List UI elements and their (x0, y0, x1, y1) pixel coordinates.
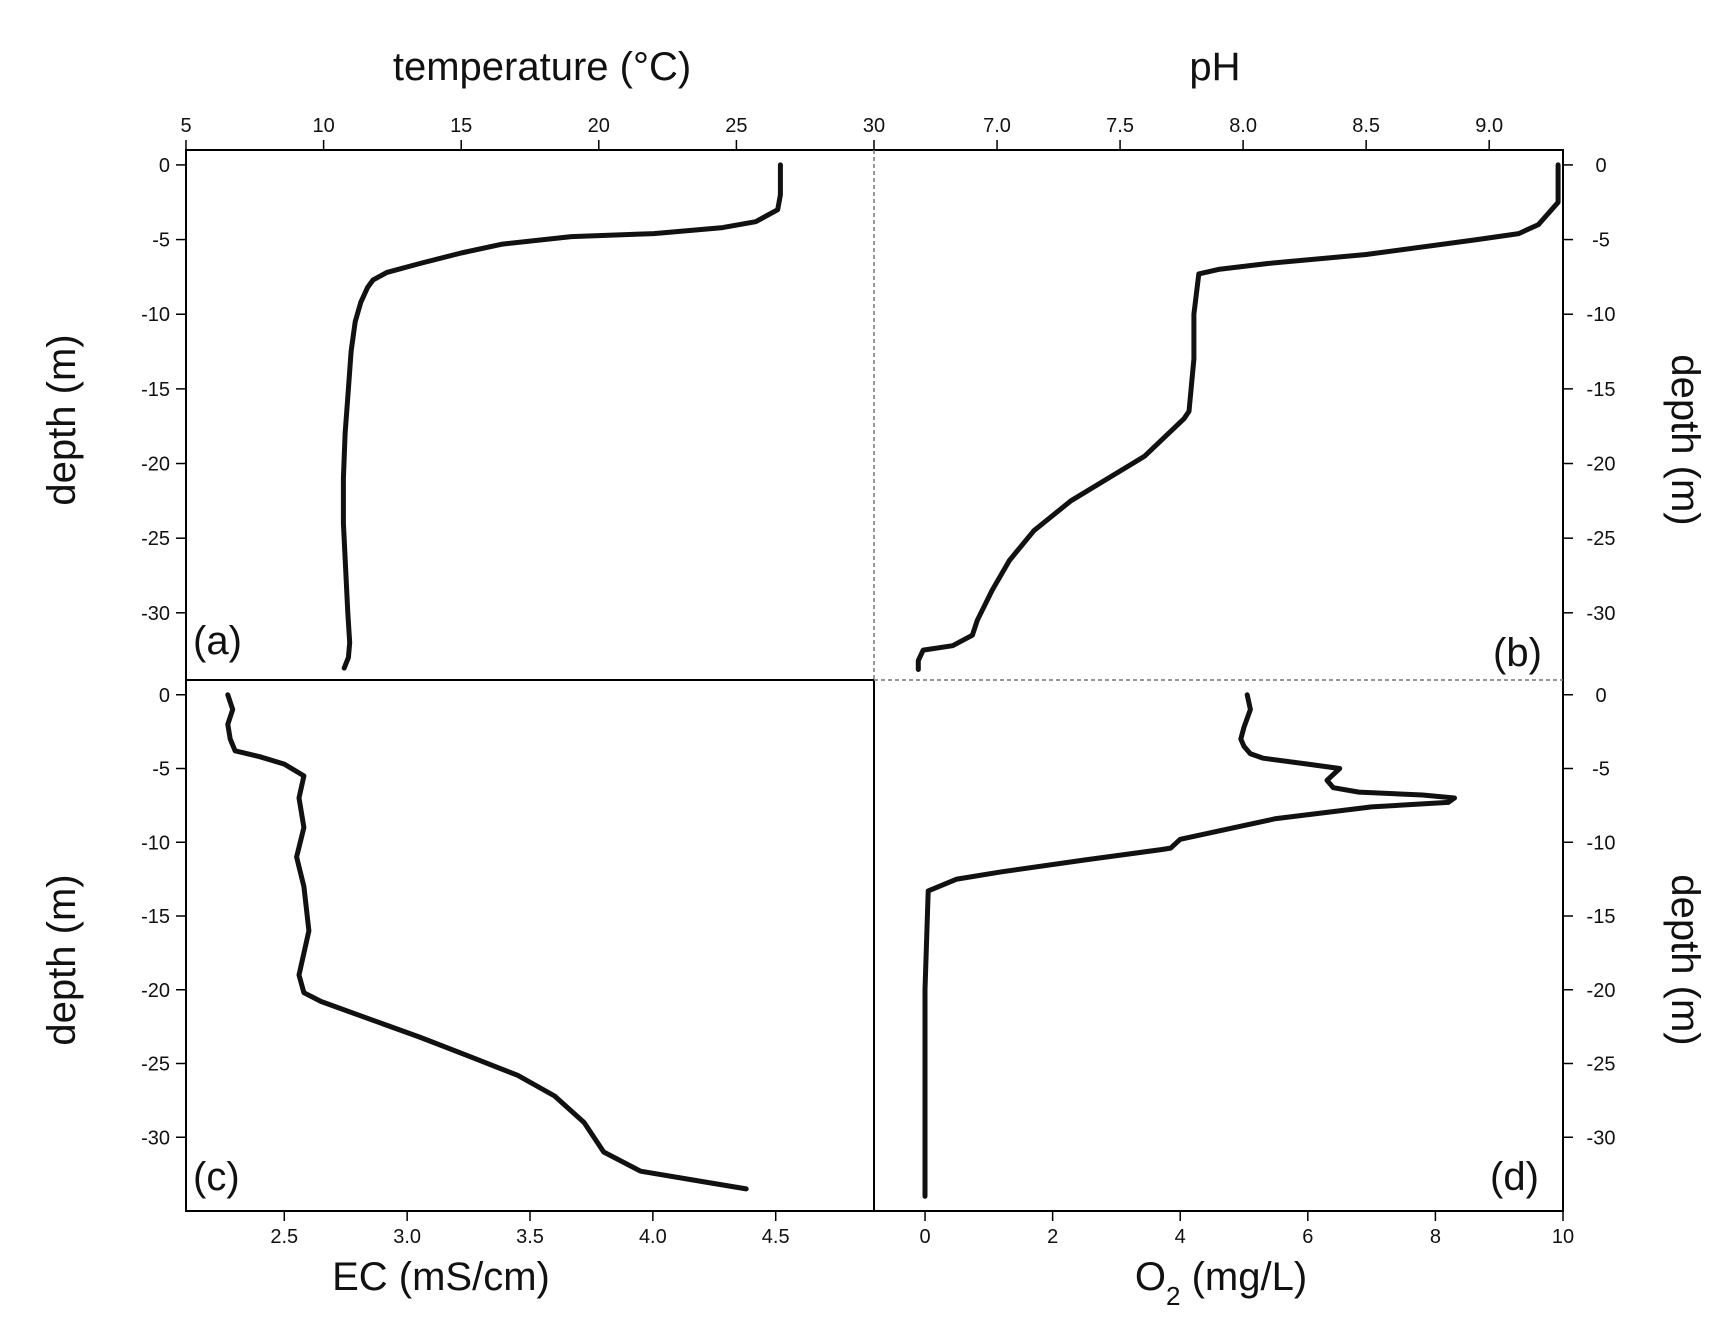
x-tick-label-a: 15 (450, 115, 472, 137)
y-tick-label-d: -15 (1587, 906, 1616, 928)
x-tick-label-d: 8 (1430, 1226, 1441, 1248)
y-tick-label-d: -5 (1592, 759, 1610, 781)
y-tick-label-d: -25 (1587, 1054, 1616, 1076)
x-tick-label-a: 20 (588, 115, 610, 137)
y-tick-label-a: -10 (141, 304, 170, 326)
x-tick-label-a: 5 (180, 115, 191, 137)
panel-label-a: (a) (193, 619, 242, 663)
ylabel-bottom-left: depth (m) (40, 874, 84, 1045)
y-tick-label-d: -30 (1587, 1127, 1616, 1149)
y-tick-label-c: 0 (159, 685, 170, 707)
panel-d: 0 2 4 6 8 10 0 -5 -10 -15 -20 -25 -30 (919, 685, 1615, 1248)
x-tick-label-b: 8.0 (1229, 115, 1257, 137)
y-tick-label-c: -25 (141, 1054, 170, 1076)
y-tick-label-c: -15 (141, 906, 170, 928)
y-tick-label-d: -20 (1587, 980, 1616, 1002)
y-tick-label-d: -10 (1587, 832, 1616, 854)
panel-label-c: (c) (193, 1155, 240, 1199)
panels-layer: 5 10 15 20 25 300-5-10-15-20-25-307.0 7.5 8.0 8.… (141, 115, 1615, 1248)
y-tick-label-b: -20 (1587, 454, 1616, 476)
y-tick-label-a: -15 (141, 379, 170, 401)
panel-a: 5 10 15 20 25 30 0 -5 -10 -15 -20 -25 -30 (141, 115, 885, 671)
x-tick-label-a: 25 (725, 115, 747, 137)
y-tick-label-d: 0 (1595, 685, 1606, 707)
profile-line-b (915, 162, 1561, 672)
panel-c: 2.5 3.0 3.5 4.0 4.5 0 -5 -10 -15 -20 -25 -30 (141, 685, 790, 1248)
y-tick-label-a: -5 (152, 230, 170, 252)
y-tick-label-a: -30 (141, 603, 170, 625)
x-tick-label-c: 4.0 (639, 1226, 667, 1248)
xlabel-o2: O2 (mg/L) (1135, 1255, 1307, 1311)
xlabel-ph: pH (1189, 45, 1240, 89)
profile-line-c (225, 692, 749, 1192)
ylabel-top-left: depth (m) (40, 334, 84, 505)
x-tick-label-c: 3.5 (516, 1226, 544, 1248)
x-tick-label-b: 7.5 (1106, 115, 1134, 137)
y-tick-label-c: -10 (141, 832, 170, 854)
profile-line-d (922, 692, 1457, 1199)
x-tick-label-a: 10 (312, 115, 334, 137)
x-tick-label-c: 4.5 (762, 1226, 790, 1248)
x-tick-label-d: 6 (1302, 1226, 1313, 1248)
x-tick-label-d: 10 (1552, 1226, 1574, 1248)
x-tick-label-d: 2 (1047, 1226, 1058, 1248)
panel-b: 7.0 7.5 8.0 8.5 9.0 0 -5 -10 -15 -20 -25 -30 (915, 115, 1616, 672)
xlabel-temperature: temperature (°C) (393, 45, 691, 89)
xlabel-ec: EC (mS/cm) (332, 1255, 550, 1299)
y-tick-label-a: -20 (141, 454, 170, 476)
y-tick-label-b: -5 (1592, 230, 1610, 252)
panel-label-d: (d) (1490, 1155, 1539, 1199)
x-tick-label-b: 9.0 (1475, 115, 1503, 137)
profile-line-a (340, 162, 783, 671)
x-tick-label-b: 7.0 (983, 115, 1011, 137)
x-tick-label-a: 30 (863, 115, 885, 137)
x-tick-label-c: 2.5 (270, 1226, 298, 1248)
y-tick-label-c: -20 (141, 980, 170, 1002)
x-tick-label-c: 3.0 (393, 1226, 421, 1248)
ylabel-bottom-right: depth (m) (1663, 874, 1707, 1045)
x-tick-label-d: 0 (919, 1226, 930, 1248)
y-tick-label-b: -25 (1587, 528, 1616, 550)
y-tick-label-b: -15 (1587, 379, 1616, 401)
y-tick-label-b: 0 (1595, 155, 1606, 177)
panel-label-b: (b) (1493, 631, 1542, 675)
y-tick-label-b: -10 (1587, 304, 1616, 326)
ylabel-top-right: depth (m) (1663, 354, 1707, 525)
y-tick-label-a: -25 (141, 528, 170, 550)
x-tick-label-d: 4 (1175, 1226, 1186, 1248)
y-tick-label-a: 0 (159, 155, 170, 177)
x-tick-label-b: 8.5 (1352, 115, 1380, 137)
y-tick-label-c: -30 (141, 1127, 170, 1149)
y-tick-label-c: -5 (152, 759, 170, 781)
y-tick-label-b: -30 (1587, 603, 1616, 625)
